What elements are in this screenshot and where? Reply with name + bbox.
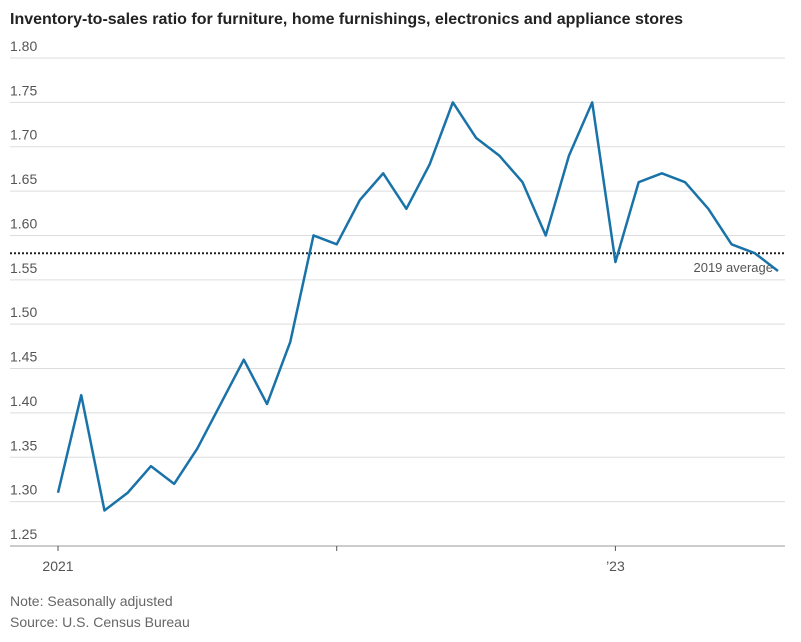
y-tick-label: 1.50 [10, 304, 37, 320]
y-tick-label: 1.75 [10, 82, 37, 98]
x-tick-label: 2021 [42, 558, 73, 574]
reference-label: 2019 average [693, 260, 773, 275]
y-tick-label: 1.40 [10, 393, 37, 409]
x-tick-label: ’23 [606, 558, 625, 574]
y-tick-label: 1.35 [10, 437, 37, 453]
y-tick-label: 1.70 [10, 127, 37, 143]
y-tick-label: 1.65 [10, 171, 37, 187]
y-tick-label: 1.55 [10, 260, 37, 276]
source: Source: U.S. Census Bureau [10, 614, 190, 630]
y-tick-label: 1.25 [10, 526, 37, 542]
y-tick-label: 1.45 [10, 349, 37, 365]
note: Note: Seasonally adjusted [10, 593, 173, 609]
data-line [56, 101, 779, 512]
y-tick-label: 1.80 [10, 38, 37, 54]
y-tick-label: 1.30 [10, 482, 37, 498]
chart-title: Inventory-to-sales ratio for furniture, … [10, 11, 683, 28]
y-tick-label: 1.60 [10, 215, 37, 231]
